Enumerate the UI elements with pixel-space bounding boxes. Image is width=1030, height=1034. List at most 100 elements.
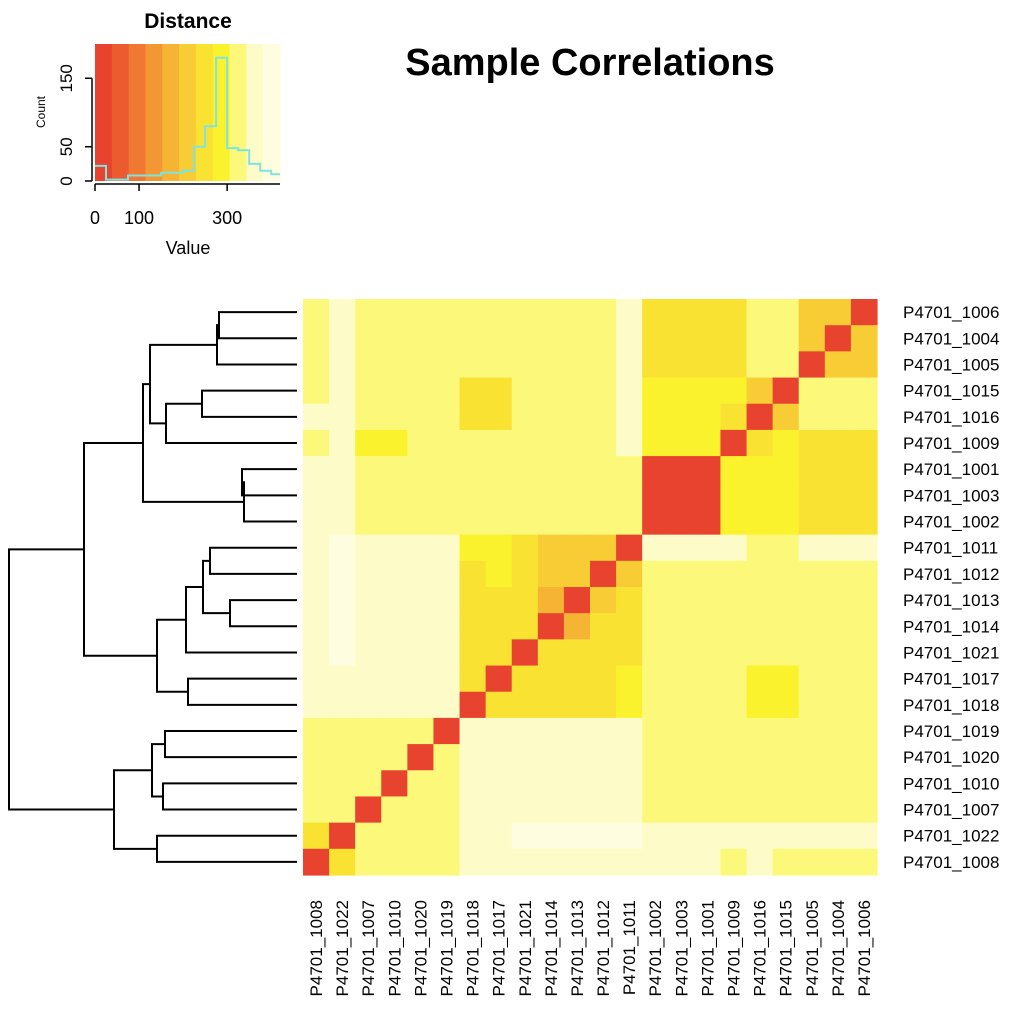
heatmap-cell xyxy=(485,456,513,483)
heatmap-cell xyxy=(355,691,382,719)
column-label: P4701_1005 xyxy=(803,900,822,996)
heatmap-cell xyxy=(329,429,356,457)
column-label: P4701_1012 xyxy=(594,900,613,996)
heatmap-cell xyxy=(381,325,408,352)
heatmap-cell xyxy=(459,770,487,798)
heatmap-cell xyxy=(485,299,513,326)
heatmap-cell xyxy=(720,429,748,457)
heatmap-cell xyxy=(537,325,565,352)
heatmap-cell xyxy=(720,744,748,771)
heatmap-cell xyxy=(355,299,382,326)
heatmap-cell xyxy=(485,639,513,667)
heatmap-cell xyxy=(590,822,617,850)
column-label: P4701_1017 xyxy=(490,900,509,996)
heatmap-cell xyxy=(329,560,356,588)
heatmap-cell xyxy=(772,848,800,876)
heatmap-cell xyxy=(485,403,513,431)
heatmap-cell xyxy=(616,744,643,771)
heatmap-cell xyxy=(563,691,591,719)
heatmap-cell xyxy=(616,403,643,431)
dendrogram-branch xyxy=(8,548,114,811)
row-label: P4701_1006 xyxy=(903,303,999,322)
heatmap-cell xyxy=(590,429,617,457)
heatmap-cell xyxy=(798,351,826,379)
heatmap-cell xyxy=(616,822,643,850)
heatmap-cell xyxy=(303,377,330,405)
heatmap-cell xyxy=(850,482,878,510)
column-label: P4701_1013 xyxy=(568,900,587,996)
heatmap-cell xyxy=(433,639,461,667)
heatmap-cell xyxy=(381,587,408,614)
heatmap-cell xyxy=(616,796,643,824)
heatmap-cell xyxy=(433,796,461,824)
row-label: P4701_1014 xyxy=(903,617,999,636)
heatmap-cell xyxy=(485,325,513,352)
heatmap-cell xyxy=(616,560,643,588)
heatmap-cell xyxy=(485,429,513,457)
heatmap-cell xyxy=(537,717,565,745)
heatmap-cell xyxy=(407,822,435,850)
heatmap-cell xyxy=(511,351,539,379)
heatmap-cell xyxy=(485,587,513,614)
heatmap-cell xyxy=(459,796,487,824)
heatmap-cell xyxy=(563,587,591,614)
heatmap-cell xyxy=(511,770,539,798)
row-label: P4701_1005 xyxy=(903,356,999,375)
heatmap-cell xyxy=(850,534,878,562)
heatmap-cell xyxy=(485,560,513,588)
heatmap-cell xyxy=(616,587,643,614)
heatmap-cell xyxy=(746,822,774,850)
row-label: P4701_1016 xyxy=(903,408,999,427)
heatmap-cell xyxy=(824,822,852,850)
heatmap-cell xyxy=(772,665,800,693)
heatmap-cell xyxy=(459,848,487,876)
heatmap-cell xyxy=(329,744,356,771)
heatmap-cell xyxy=(303,560,330,588)
heatmap-cell xyxy=(303,770,330,798)
heatmap-cell xyxy=(329,508,356,536)
heatmap-cell xyxy=(381,613,408,640)
heatmap-cell xyxy=(772,299,800,326)
color-key-title: Distance xyxy=(144,10,232,33)
heatmap-cell xyxy=(720,351,748,379)
heatmap-cell xyxy=(616,325,643,352)
heatmap-cell xyxy=(850,351,878,379)
heatmap-cell xyxy=(485,717,513,745)
heatmap-cell xyxy=(433,403,461,431)
heatmap-cell xyxy=(511,613,539,640)
heatmap-cell xyxy=(642,587,669,614)
heatmap-cell xyxy=(511,796,539,824)
heatmap-cell xyxy=(694,560,722,588)
dendrogram-branch xyxy=(164,730,297,759)
heatmap-cell xyxy=(563,848,591,876)
heatmap-cell xyxy=(772,770,800,798)
heatmap-cell xyxy=(563,456,591,483)
heatmap-cell xyxy=(642,351,669,379)
heatmap-cell xyxy=(850,325,878,352)
column-label: P4701_1016 xyxy=(751,900,770,996)
heatmap-cell xyxy=(537,456,565,483)
heatmap-cell xyxy=(329,770,356,798)
heatmap-cell xyxy=(537,351,565,379)
heatmap-cell xyxy=(537,822,565,850)
heatmap-cell xyxy=(563,613,591,640)
heatmap-cell xyxy=(511,848,539,876)
heatmap-cell xyxy=(433,770,461,798)
heatmap-cell xyxy=(303,403,330,431)
heatmap-cell xyxy=(720,848,748,876)
heatmap-cell xyxy=(459,456,487,483)
heatmap-cell xyxy=(563,299,591,326)
heatmap-cell xyxy=(485,508,513,536)
heatmap-cell xyxy=(798,325,826,352)
heatmap-cell xyxy=(511,639,539,667)
heatmap-cell xyxy=(511,717,539,745)
heatmap-cell xyxy=(772,691,800,719)
heatmap-cell xyxy=(537,744,565,771)
heatmap-cell xyxy=(616,456,643,483)
heatmap-cell xyxy=(668,560,695,588)
heatmap-cell xyxy=(459,613,487,640)
row-label: P4701_1021 xyxy=(903,644,999,663)
heatmap-cell xyxy=(824,796,852,824)
heatmap-cell xyxy=(563,639,591,667)
